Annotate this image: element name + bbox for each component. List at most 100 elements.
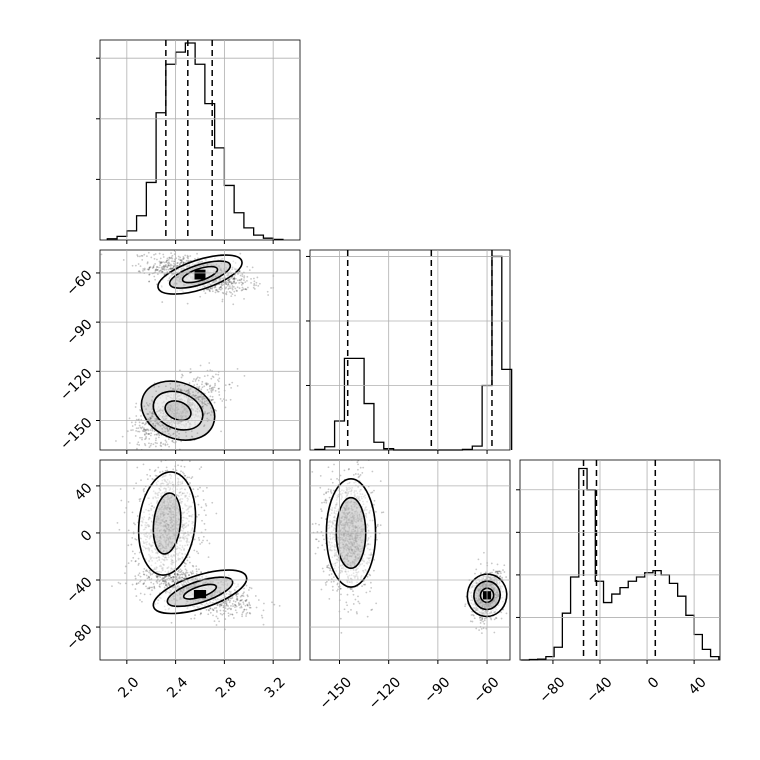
scatter-point <box>158 270 161 273</box>
scatter-point <box>178 436 180 439</box>
scatter-point <box>254 595 257 597</box>
scatter-point <box>204 292 207 295</box>
scatter-point <box>212 376 215 379</box>
scatter-point <box>206 417 209 420</box>
scatter-point <box>373 489 375 492</box>
scatter-point <box>144 434 146 436</box>
scatter-point <box>144 422 147 425</box>
scatter-point <box>214 291 217 294</box>
scatter-point <box>173 388 176 391</box>
scatter-point <box>196 252 198 255</box>
scatter-point <box>152 266 155 268</box>
scatter-point <box>216 604 219 607</box>
scatter-point <box>161 301 164 303</box>
scatter-point <box>366 615 369 618</box>
scatter-point <box>142 428 145 431</box>
scatter-point <box>151 411 154 414</box>
scatter-point <box>147 268 150 271</box>
scatter-point <box>156 269 159 271</box>
scatter-point <box>219 612 222 615</box>
scatter-point <box>177 464 179 467</box>
scatter-point <box>243 591 245 594</box>
scatter-point <box>191 564 194 567</box>
scatter-point <box>204 397 206 400</box>
scatter-point <box>134 538 137 540</box>
scatter-content <box>100 250 275 450</box>
scatter-point <box>146 413 149 416</box>
scatter-point <box>225 292 227 295</box>
scatter-point <box>164 580 167 583</box>
scatter-point <box>369 581 372 584</box>
scatter-point <box>151 414 154 417</box>
scatter-point <box>224 607 227 610</box>
scatter-point <box>208 362 211 364</box>
scatter-point <box>153 257 156 260</box>
scatter-point <box>186 571 189 574</box>
scatter-point <box>143 567 146 570</box>
scatter-point <box>183 577 186 580</box>
scatter-point <box>195 377 198 380</box>
scatter-point <box>142 430 145 433</box>
scatter-point <box>145 574 148 577</box>
scatter-point <box>205 382 208 385</box>
scatter-point <box>166 266 169 269</box>
scatter-point <box>255 606 258 609</box>
scatter-point <box>375 602 378 605</box>
scatter-point <box>234 604 237 607</box>
scatter-point <box>143 405 146 408</box>
scatter-point <box>230 597 233 600</box>
scatter-point <box>193 549 196 552</box>
scatter-point <box>321 567 324 570</box>
scatter-point <box>197 552 200 555</box>
scatter-point <box>147 433 150 435</box>
scatter-point <box>343 608 346 611</box>
scatter-point <box>160 261 162 263</box>
scatter-point <box>212 388 215 391</box>
scatter-point <box>169 263 172 266</box>
scatter-point <box>235 611 238 614</box>
scatter-point <box>154 417 157 420</box>
scatter-point <box>184 254 187 257</box>
scatter-point <box>169 434 172 437</box>
scatter-point <box>228 601 231 604</box>
scatter-point <box>197 395 200 398</box>
scatter-point <box>184 572 187 575</box>
scatter-point <box>243 608 246 611</box>
scatter-point <box>247 589 250 591</box>
scatter-point <box>184 568 187 571</box>
scatter-point <box>181 389 183 392</box>
scatter-point <box>151 422 154 425</box>
scatter-point <box>220 604 223 607</box>
scatter-point <box>142 490 145 493</box>
scatter-point <box>149 475 152 477</box>
scatter-point <box>134 575 137 578</box>
scatter-point <box>163 580 166 583</box>
scatter-point <box>153 470 156 473</box>
scatter-point <box>189 392 191 395</box>
scatter-point <box>122 259 125 261</box>
scatter-point <box>140 479 142 482</box>
x-ticks-1-1 <box>339 450 488 454</box>
scatter-point <box>219 288 222 291</box>
scatter-point <box>216 603 219 606</box>
scatter-point <box>127 544 130 547</box>
panel-frame <box>309 249 511 451</box>
scatter-point <box>227 599 230 602</box>
scatter-point <box>141 255 144 257</box>
scatter-point <box>155 574 158 577</box>
scatter-point <box>143 267 146 270</box>
scatter-point <box>159 264 161 267</box>
scatter-point <box>165 259 168 262</box>
scatter-point <box>311 523 314 525</box>
scatter-point <box>198 396 201 399</box>
scatter-point <box>250 587 253 590</box>
scatter-point <box>358 475 361 478</box>
scatter-content <box>111 460 281 631</box>
scatter-point <box>161 431 164 433</box>
scatter-point <box>182 261 185 264</box>
scatter-point <box>131 511 134 514</box>
scatter-point <box>147 417 150 420</box>
scatter-point <box>248 601 251 604</box>
scatter-point <box>193 617 196 620</box>
scatter-point <box>328 597 331 600</box>
